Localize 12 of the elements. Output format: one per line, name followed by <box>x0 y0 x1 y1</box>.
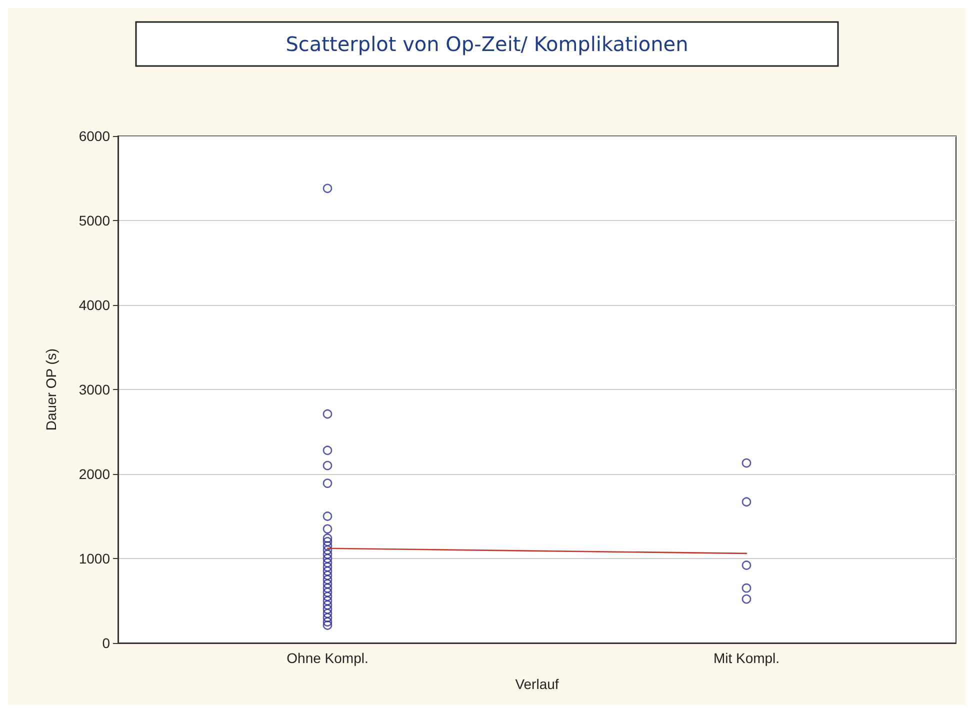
y-tick-label: 4000 <box>78 297 110 313</box>
chart-title: Scatterplot von Op-Zeit/ Komplikationen <box>286 32 688 56</box>
y-tick-label: 0 <box>102 635 110 651</box>
x-tick-label: Ohne Kompl. <box>286 650 368 666</box>
y-tick-label: 3000 <box>78 382 110 398</box>
x-axis-title: Verlauf <box>515 676 559 692</box>
y-tick-label: 2000 <box>78 466 110 482</box>
y-tick-label: 1000 <box>78 550 110 566</box>
x-tick-label: Mit Kompl. <box>713 650 780 666</box>
y-axis-title: Dauer OP (s) <box>43 348 59 431</box>
y-tick-label: 6000 <box>78 128 110 144</box>
y-tick-label: 5000 <box>78 212 110 228</box>
